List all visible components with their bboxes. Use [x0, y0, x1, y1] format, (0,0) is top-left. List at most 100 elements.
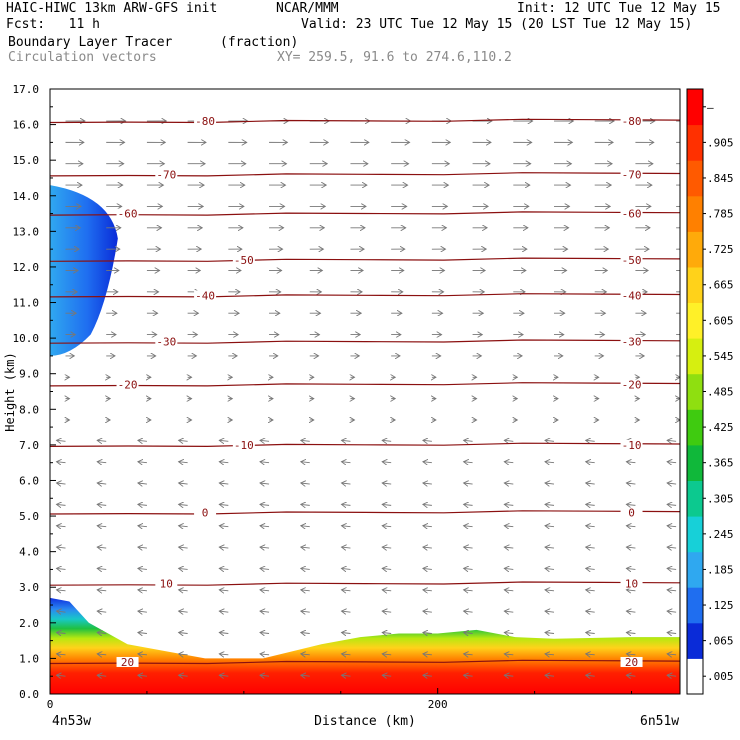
circulation-vector: [57, 504, 66, 505]
y-tick-label: 13.0: [13, 225, 40, 238]
circulation-vector: [138, 483, 147, 484]
circulation-vector: [260, 462, 270, 463]
circulation-vector: [545, 526, 555, 527]
circulation-vector: [382, 526, 392, 527]
circulation-vector: [57, 611, 66, 612]
contour-label: 0: [628, 507, 635, 520]
circulation-vector: [260, 440, 270, 441]
contour-label-background: [620, 116, 643, 127]
y-tick-label: 8.0: [19, 403, 39, 416]
colorbar-swatch: [687, 551, 703, 588]
contour-label-background: [620, 169, 643, 180]
contour-label-background: [620, 290, 643, 301]
contour-label-background: [232, 254, 255, 265]
y-tick-label: 6.0: [19, 474, 39, 487]
circulation-vector: [626, 633, 636, 634]
circulation-vector: [464, 526, 473, 527]
field-name: Boundary Layer Tracer: [8, 35, 173, 50]
plot-title: HAIC-HIWC 13km ARW-GFS init: [6, 1, 218, 16]
colorbar-label: .485: [707, 386, 734, 399]
circulation-vector: [260, 483, 270, 484]
contour-label: -20: [118, 378, 138, 391]
y-tick-label: 1.0: [19, 652, 39, 665]
circulation-vector: [667, 633, 677, 634]
circulation-vector: [301, 568, 310, 569]
circulation-vector: [382, 504, 392, 505]
circulation-vector: [423, 504, 432, 505]
circulation-vector: [219, 504, 229, 505]
circulation-vector: [301, 504, 310, 505]
circulation-vector: [342, 526, 351, 527]
circulation-vector: [504, 504, 514, 505]
colorbar-label: –: [707, 101, 714, 114]
circulation-vector: [464, 675, 473, 676]
circulation-vector: [545, 590, 555, 591]
circulation-vector: [464, 440, 473, 441]
circulation-vector: [97, 526, 107, 527]
circulation-vector: [342, 568, 351, 569]
circulation-vector: [626, 504, 636, 505]
circulation-vector: [97, 483, 107, 484]
temperature-contour-line: [50, 118, 680, 124]
cross-section-endpoints: XY= 259.5, 91.6 to 274.6,110.2: [277, 50, 512, 65]
temperature-contour-line: [50, 382, 680, 387]
circulation-vector: [382, 440, 392, 441]
circulation-vector: [179, 547, 188, 548]
circulation-vector: [57, 675, 66, 676]
colorbar-label: .065: [707, 635, 734, 648]
circulation-vector: [97, 504, 107, 505]
circulation-vector: [545, 568, 555, 569]
circulation-vector: [97, 633, 107, 634]
circulation-vector: [464, 568, 473, 569]
circulation-vector: [586, 526, 595, 527]
temperature-contour-line: [50, 211, 680, 216]
circulation-vector: [626, 675, 636, 676]
circulation-vector: [626, 654, 636, 655]
colorbar-label: .245: [707, 528, 734, 541]
y-tick-label: 5.0: [19, 510, 39, 523]
circulation-vector: [179, 483, 188, 484]
contour-label-background: [194, 507, 217, 518]
colorbar-label: .665: [707, 279, 734, 292]
circulation-vector: [545, 654, 555, 655]
circulation-vector: [342, 675, 351, 676]
contour-label: -80: [622, 115, 642, 128]
circulation-vector: [138, 504, 147, 505]
circulation-vector: [219, 633, 229, 634]
temperature-contour-line: [50, 659, 680, 665]
circulation-vector: [97, 462, 107, 463]
circulation-vector: [504, 675, 514, 676]
circulation-vector: [138, 547, 147, 548]
contour-label-background: [155, 578, 178, 589]
circulation-vector: [545, 547, 555, 548]
circulation-vector: [219, 440, 229, 441]
x-start-location: 4n53w: [52, 714, 91, 729]
circulation-vector: [301, 483, 310, 484]
colorbar-swatch: [687, 409, 703, 446]
contour-label-background: [620, 379, 643, 390]
temperature-contour-line: [50, 442, 680, 448]
plot-background: [50, 89, 680, 694]
circulation-vector: [667, 611, 677, 612]
temperature-contour-line: [50, 339, 680, 344]
circulation-vector: [260, 547, 270, 548]
contour-label: -40: [195, 289, 215, 302]
temperature-contour-line: [50, 581, 680, 586]
circulation-vector: [423, 526, 432, 527]
circulation-vector: [342, 462, 351, 463]
contour-label: -30: [156, 336, 176, 349]
circulation-vector: [667, 590, 677, 591]
circulation-vector: [342, 611, 351, 612]
y-tick-label: 17.0: [13, 83, 40, 96]
forecast-hour: Fcst: 11 h: [6, 17, 100, 32]
circulation-vector: [57, 590, 66, 591]
circulation-vector: [219, 547, 229, 548]
circulation-vector: [219, 568, 229, 569]
colorbar-swatch: [687, 373, 703, 410]
contour-label-background: [116, 208, 139, 219]
contour-label-background: [116, 379, 139, 390]
y-axis-label: Height (km): [3, 352, 17, 431]
y-tick-label: 14.0: [13, 190, 40, 203]
contour-label: -20: [622, 378, 642, 391]
circulation-vector: [626, 611, 636, 612]
